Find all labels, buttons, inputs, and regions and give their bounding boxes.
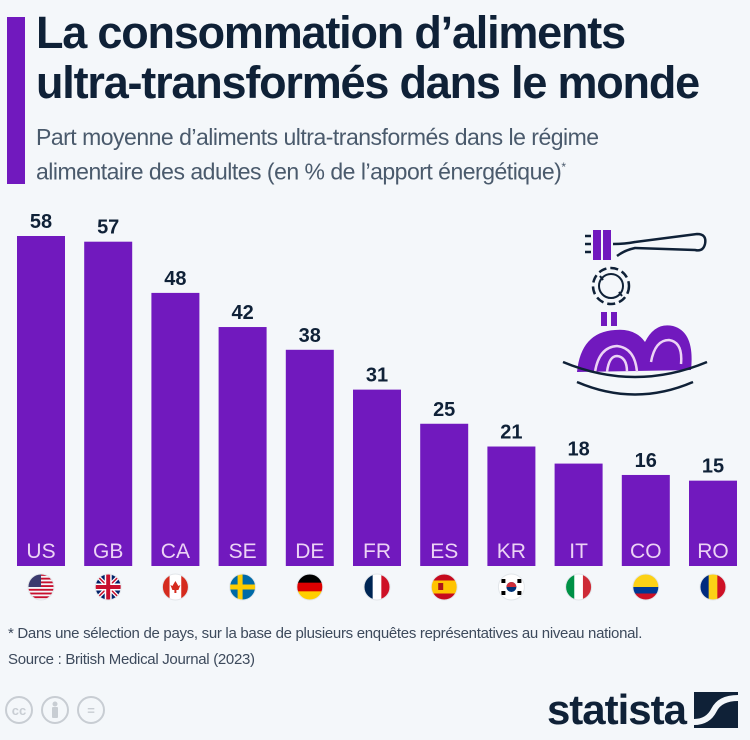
co-flag-icon (632, 574, 659, 600)
flag-border (296, 573, 324, 601)
subtitle-line-1: Part moyenne d’aliments ultra-transformé… (36, 124, 599, 150)
title-accent-bar (7, 17, 25, 184)
no-derivatives-icon[interactable]: = (77, 696, 105, 724)
value-label-ca: 48 (164, 268, 186, 290)
bar-es (420, 423, 469, 566)
statista-logo[interactable]: statista (547, 688, 738, 732)
bar-kr (487, 446, 536, 566)
category-label-kr: KR (497, 540, 526, 563)
bar-ro (689, 480, 737, 566)
es-flag-icon (431, 574, 458, 600)
creative-commons-icon[interactable]: cc (5, 696, 33, 724)
value-label-de: 38 (299, 325, 321, 347)
source-link[interactable]: Source : British Medical Journal (2023) (8, 651, 255, 668)
category-label-se: SE (229, 540, 257, 563)
statista-logo-icon (694, 692, 738, 728)
bar-co (621, 474, 670, 566)
bar-us (17, 236, 65, 566)
category-label-it: IT (569, 540, 588, 563)
title-line-1: La consommation d’aliments (36, 7, 626, 58)
statista-wordmark: statista (546, 686, 687, 733)
category-label-co: CO (630, 540, 662, 563)
pasta-fork-gear-icon (562, 230, 708, 396)
category-label-ro: RO (697, 540, 729, 563)
value-label-co: 16 (635, 450, 657, 472)
value-label-fr: 31 (366, 365, 388, 387)
license-icons[interactable]: cc = (5, 696, 105, 724)
flag-border (363, 573, 391, 601)
category-label-de: DE (295, 540, 324, 563)
title-line-2: ultra-transformés dans le monde (36, 57, 700, 108)
de-flag-icon (296, 574, 323, 600)
bar-chart: 58 US 57 GB 48 CA 42 SE 38 DE 31 FR 25 ES 21 KR 18 IT 16 CO… (17, 211, 737, 601)
category-label-es: ES (430, 540, 458, 563)
subtitle-asterisk: * (561, 160, 566, 174)
kr-flag-icon (498, 574, 525, 600)
bar-ca (151, 292, 200, 566)
flag-border (161, 573, 189, 601)
ca-flag-icon (162, 574, 189, 600)
flag-border (497, 573, 525, 601)
bar-fr (353, 389, 401, 566)
bar-de (285, 349, 334, 566)
bar-it (554, 463, 603, 566)
value-label-gb: 57 (97, 217, 119, 239)
flag-border (229, 573, 257, 601)
chart-subtitle: Part moyenne d’aliments ultra-transformé… (36, 122, 599, 187)
flag-border (699, 573, 727, 601)
category-label-fr: FR (363, 540, 391, 563)
subtitle-line-2: alimentaire des adultes (en % de l’appor… (36, 158, 562, 185)
value-label-ro: 15 (702, 456, 724, 478)
value-label-kr: 21 (500, 422, 522, 444)
page-title: La consommation d’aliments ultra-transfo… (36, 7, 700, 108)
flag-border (632, 573, 660, 601)
flag-border (94, 573, 122, 601)
flag-border (565, 573, 593, 601)
value-label-se: 42 (231, 302, 253, 324)
flag-border (430, 573, 458, 601)
it-flag-icon (565, 574, 592, 600)
category-label-ca: CA (161, 540, 190, 563)
attribution-person-icon[interactable] (41, 696, 69, 724)
category-label-us: US (26, 540, 55, 563)
value-label-es: 25 (433, 399, 455, 421)
se-flag-icon (229, 574, 256, 600)
ro-flag-icon (700, 574, 726, 600)
value-label-us: 58 (30, 211, 52, 233)
value-label-it: 18 (567, 439, 589, 461)
bar-gb (84, 241, 133, 567)
fr-flag-icon (364, 574, 390, 600)
bar-se (218, 327, 267, 566)
gb-flag-icon (95, 574, 122, 600)
footnote: * Dans une sélection de pays, sur la bas… (8, 625, 643, 642)
category-label-gb: GB (93, 540, 123, 563)
flag-border (27, 573, 55, 601)
